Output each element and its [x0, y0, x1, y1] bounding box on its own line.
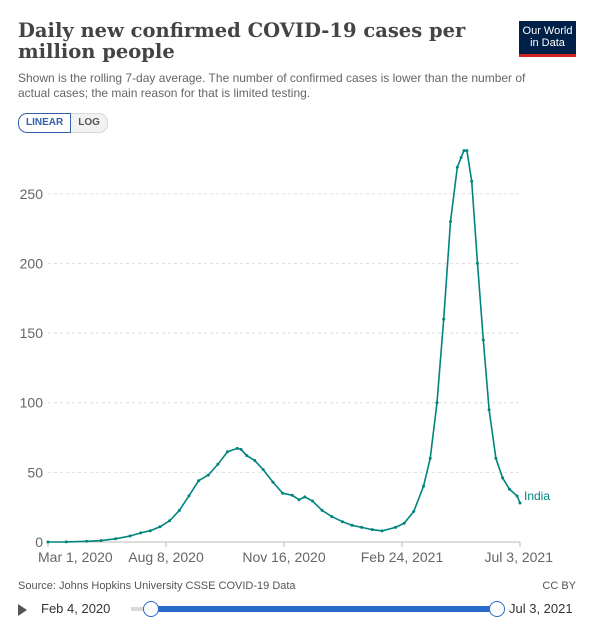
x-tick-label: Nov 16, 2020 [242, 549, 325, 565]
data-point [114, 537, 118, 541]
data-point [158, 525, 162, 529]
play-icon[interactable] [18, 604, 27, 616]
data-point [370, 528, 374, 532]
chart-header: Daily new confirmed COVID-19 cases per m… [18, 19, 525, 101]
data-point [168, 519, 172, 523]
data-point [470, 179, 474, 183]
data-point [297, 498, 301, 502]
data-point [455, 165, 459, 169]
data-point [128, 534, 132, 538]
data-point [85, 539, 89, 543]
y-tick-label: 100 [20, 395, 44, 411]
y-tick-label: 250 [20, 186, 44, 202]
data-point [501, 476, 505, 480]
data-point [412, 509, 416, 513]
data-point [494, 456, 498, 460]
data-point [235, 446, 239, 450]
log-scale-button[interactable]: LOG [71, 113, 108, 133]
data-point [340, 520, 344, 524]
linear-scale-button[interactable]: LINEAR [18, 113, 72, 133]
data-point [518, 501, 522, 505]
timeline-slider: Feb 4, 2020 Jul 3, 2021 [18, 598, 583, 620]
data-point [442, 317, 446, 321]
y-tick-label: 0 [35, 534, 43, 550]
line-chart: 0 50 100 150 200 250 Mar 1, 2020 Aug 8, 2020 Nov… [20, 149, 554, 565]
data-point [507, 487, 511, 491]
data-point [99, 539, 103, 543]
y-tick-label: 200 [20, 255, 44, 271]
timeline-end-handle[interactable] [489, 601, 505, 617]
data-point [476, 261, 479, 265]
x-tick-label: Aug 8, 2020 [128, 549, 204, 565]
license-text[interactable]: CC BY [542, 580, 576, 592]
data-point [449, 220, 452, 224]
data-point [261, 468, 265, 472]
data-point [46, 540, 50, 544]
data-point [226, 450, 229, 454]
data-point [320, 508, 324, 512]
data-point [197, 479, 201, 483]
data-point [187, 494, 191, 498]
data-point [360, 525, 364, 529]
logo-line-1: Our World [522, 25, 573, 37]
data-point [216, 462, 220, 466]
data-point [290, 493, 294, 497]
logo-line-2: in Data [530, 37, 565, 49]
data-point [330, 515, 334, 519]
timeline-selected-range[interactable] [150, 606, 496, 612]
timeline-start-handle[interactable] [143, 601, 159, 617]
chart-footer: Source: Johns Hopkins University CSSE CO… [18, 580, 576, 592]
data-point [462, 149, 466, 153]
data-point [422, 484, 425, 488]
data-point [515, 494, 519, 498]
data-point [402, 521, 406, 525]
y-tick-label: 150 [20, 325, 44, 341]
series-label: India [524, 489, 550, 503]
scale-toggle: LINEAR LOG [18, 113, 108, 133]
data-point [435, 401, 439, 405]
data-point [253, 458, 257, 462]
data-point [350, 523, 354, 527]
data-point [465, 149, 469, 153]
data-point [487, 408, 491, 412]
data-point [148, 529, 152, 533]
data-point [245, 454, 249, 458]
data-point [303, 495, 307, 499]
source-text[interactable]: Source: Johns Hopkins University CSSE CO… [18, 580, 296, 592]
chart-subtitle: Shown is the rolling 7-day average. The … [18, 71, 526, 100]
x-tick-label: Mar 1, 2020 [38, 549, 113, 565]
timeline-start-label: Feb 4, 2020 [41, 601, 111, 616]
data-point [428, 456, 432, 460]
data-point [177, 509, 181, 512]
data-point [380, 529, 384, 533]
data-point [481, 338, 485, 342]
y-tick-label: 50 [27, 464, 43, 480]
data-point [394, 525, 397, 529]
data-point [311, 499, 314, 503]
data-point [206, 473, 210, 477]
owid-logo[interactable]: Our World in Data [519, 21, 576, 57]
data-point [139, 531, 143, 535]
data-point [271, 480, 275, 484]
data-point [64, 540, 68, 544]
data-point [281, 491, 285, 495]
x-tick-label: Feb 24, 2021 [361, 549, 444, 565]
chart-title: Daily new confirmed COVID-19 cases per m… [18, 19, 466, 63]
data-point [459, 156, 463, 159]
series-line-india [47, 149, 521, 543]
x-tick-label: Jul 3, 2021 [485, 549, 554, 565]
timeline-end-label: Jul 3, 2021 [509, 601, 573, 616]
data-point [239, 447, 243, 451]
